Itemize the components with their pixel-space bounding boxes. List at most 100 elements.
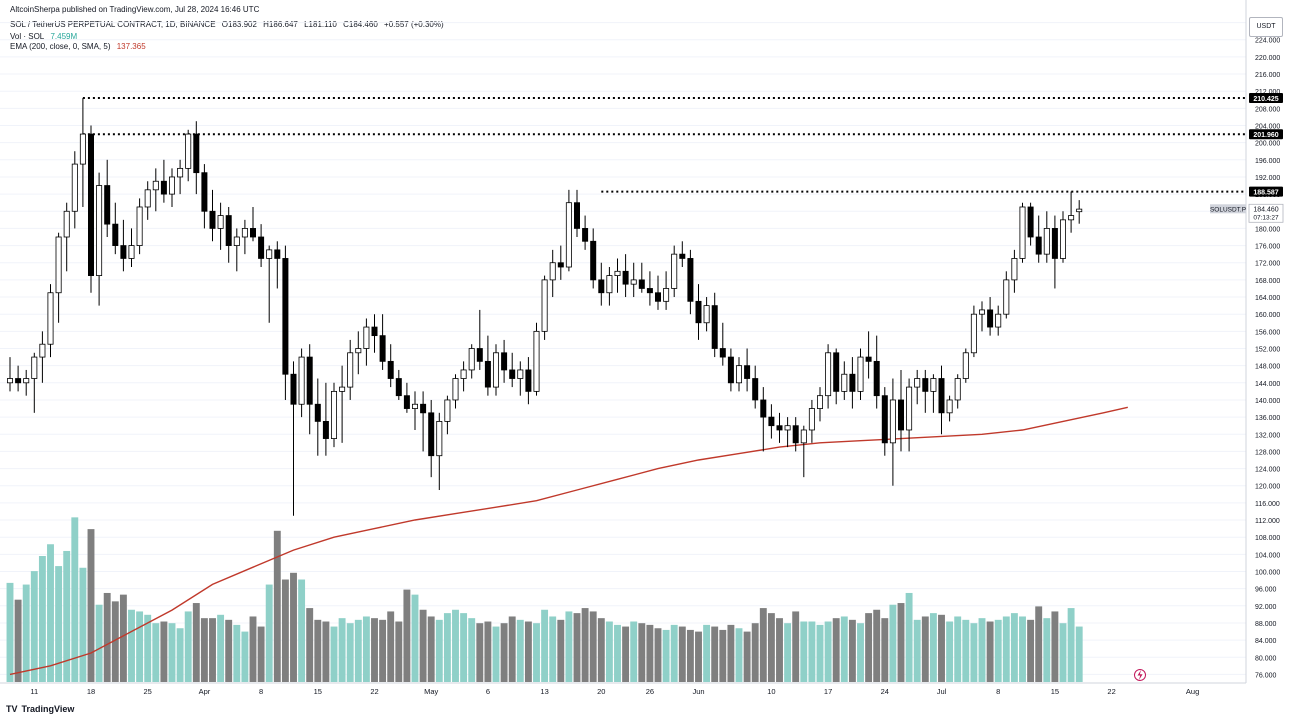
candle xyxy=(898,369,905,452)
time-tick-label: 24 xyxy=(881,687,889,696)
time-tick-label: Jun xyxy=(692,687,704,696)
last-price-symbol: SOLUSDT.P xyxy=(1210,206,1246,213)
volume-bar xyxy=(1043,618,1051,682)
volume-bar xyxy=(873,609,881,682)
candle xyxy=(914,369,921,405)
ema-indicator-row[interactable]: EMA (200, close, 0, SMA, 5) 137.365 xyxy=(10,42,150,51)
price-tick-label: 220.000 xyxy=(1255,55,1280,62)
candle xyxy=(800,425,807,478)
candle xyxy=(476,309,483,370)
volume-bar xyxy=(557,619,565,682)
candle xyxy=(557,245,564,280)
volume-bar xyxy=(832,618,840,682)
candle-body xyxy=(7,378,13,384)
candle xyxy=(525,357,532,405)
candle xyxy=(946,395,953,422)
volume-bar xyxy=(703,624,711,682)
ema-label: EMA (200, close, 0, SMA, 5) xyxy=(10,42,111,51)
volume-bar xyxy=(452,609,459,682)
candle xyxy=(954,374,961,409)
volume-bar xyxy=(427,616,435,682)
candle xyxy=(217,202,224,250)
candle xyxy=(1011,249,1018,293)
candle xyxy=(209,189,216,242)
candle-body xyxy=(517,369,524,379)
time-tick-label: May xyxy=(424,687,438,696)
candle-body xyxy=(752,378,759,401)
volume-bar xyxy=(848,619,856,682)
level-tag-box xyxy=(1249,129,1283,140)
price-tick-label: 148.000 xyxy=(1255,364,1280,371)
candle xyxy=(444,395,451,435)
candle-body xyxy=(395,378,402,397)
volume-bar xyxy=(662,629,670,682)
candle xyxy=(160,159,167,203)
volume-bar xyxy=(144,614,152,682)
candle xyxy=(177,159,184,195)
volume-bar xyxy=(371,618,378,682)
last-price-symbol-box xyxy=(1210,204,1246,214)
candle-body xyxy=(987,309,994,328)
high-value: H186.647 xyxy=(263,20,298,29)
price-tick-label: 144.000 xyxy=(1255,381,1280,388)
candle-body xyxy=(209,210,216,229)
candle-body xyxy=(614,270,621,276)
volume-bar xyxy=(460,613,468,682)
volume-bar xyxy=(411,594,419,682)
footer-brand-text: TradingView xyxy=(21,704,75,714)
footer-brand[interactable]: TV TradingView xyxy=(6,704,74,714)
volume-bar xyxy=(727,624,735,682)
candle xyxy=(403,382,410,413)
candle xyxy=(719,322,726,366)
volume-bar xyxy=(719,629,727,682)
candle-body xyxy=(630,279,637,285)
volume-bar xyxy=(711,626,719,682)
candle-body xyxy=(274,249,281,259)
price-tick-label: 124.000 xyxy=(1255,467,1280,474)
candle xyxy=(1060,211,1067,263)
volume-bar xyxy=(978,618,986,682)
candle-body xyxy=(711,305,718,349)
volume-bar xyxy=(808,621,816,682)
candle-body xyxy=(995,313,1002,328)
volume-bar xyxy=(549,616,557,682)
volume-bar xyxy=(784,623,792,682)
volume-bar xyxy=(168,623,176,682)
horizontal-levels xyxy=(82,96,1246,193)
candle xyxy=(274,241,281,289)
candle-body xyxy=(946,399,953,414)
candle xyxy=(1019,202,1026,263)
volume-bar xyxy=(184,611,192,682)
candle-body xyxy=(744,365,751,379)
candle xyxy=(517,361,524,396)
candle-body xyxy=(322,421,329,439)
time-tick-label: 17 xyxy=(824,687,832,696)
volume-indicator-row[interactable]: Vol · SOL 7.459M xyxy=(10,32,81,41)
time-tick-label: 10 xyxy=(767,687,775,696)
time-axis-labels: 11 18 25 Apr 8 15 22 May 6 13 20 26 Jun 10 17 24 Jul 8 15 2… xyxy=(30,687,1199,696)
candle xyxy=(825,344,832,409)
candle xyxy=(233,228,240,272)
candle-body xyxy=(622,270,629,285)
volume-bar xyxy=(468,618,476,682)
volume-bar xyxy=(176,628,184,682)
candle xyxy=(808,399,815,443)
alert-bolt-icon[interactable] xyxy=(1134,669,1146,681)
volume-bar xyxy=(111,601,119,682)
currency-unit-button[interactable]: USDT xyxy=(1249,17,1283,37)
candle xyxy=(136,198,143,255)
price-tick-label: 172.000 xyxy=(1255,261,1280,268)
volume-bar xyxy=(354,619,362,682)
candle-body xyxy=(428,412,435,457)
volume-bar xyxy=(346,623,354,682)
volume-bar xyxy=(87,529,95,682)
candle xyxy=(849,357,856,409)
volume-bar xyxy=(622,626,630,682)
symbol-title: SOL / TetherUS PERPETUAL CONTRACT, 1D, B… xyxy=(10,20,216,29)
candle-body xyxy=(436,421,443,457)
volume-bar xyxy=(95,604,103,682)
volume-bar xyxy=(905,592,913,682)
candle xyxy=(88,125,95,293)
price-tick-label: 128.000 xyxy=(1255,449,1280,456)
